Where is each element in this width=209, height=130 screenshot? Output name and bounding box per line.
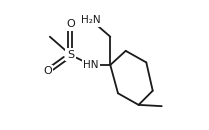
- Text: O: O: [43, 66, 52, 76]
- Text: S: S: [67, 50, 74, 60]
- Text: O: O: [66, 19, 75, 29]
- Text: HN: HN: [83, 60, 99, 70]
- Text: H₂N: H₂N: [81, 15, 101, 25]
